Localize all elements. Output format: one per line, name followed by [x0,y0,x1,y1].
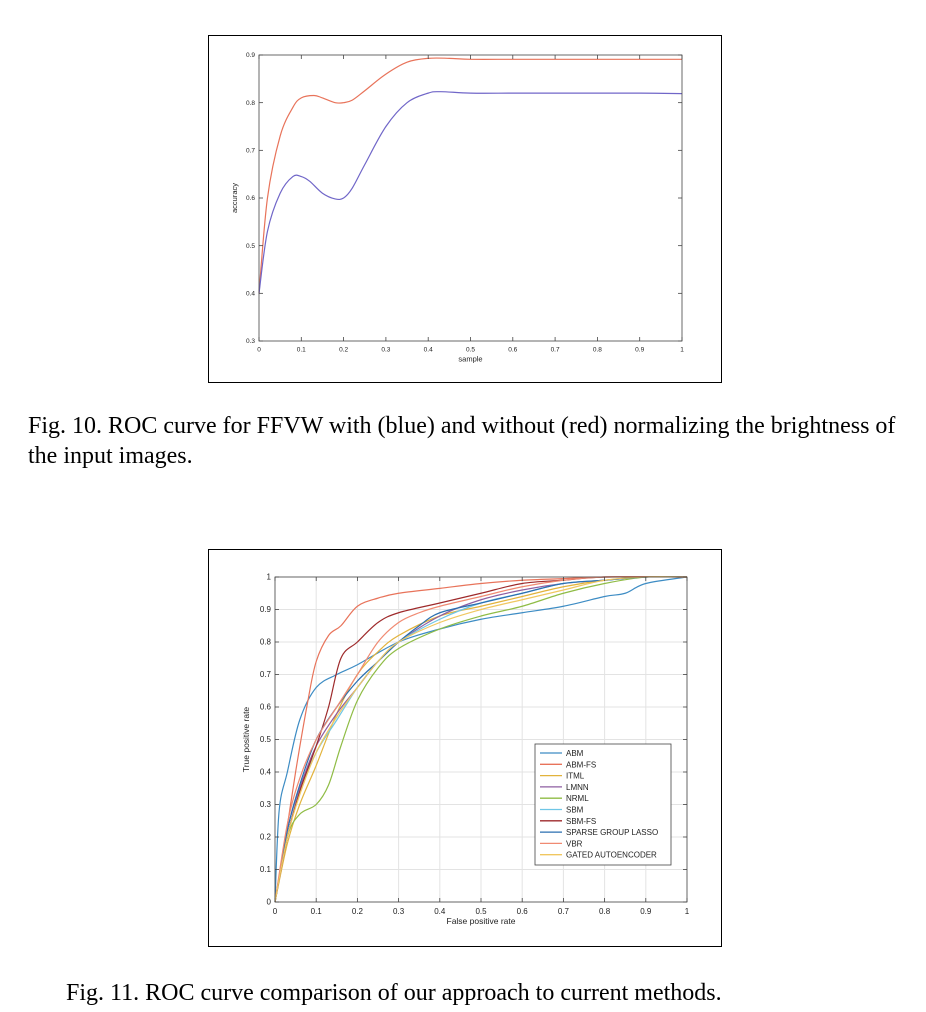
series-line-1 [258,57,682,294]
y-tick-label: 0.4 [246,291,255,298]
x-tick-label: 0.7 [551,347,560,354]
y-tick-label: 0.6 [246,195,255,202]
figure-11-chart: 0 0.1 0.2 0.3 0.4 0.5 0.6 0.7 0.8 0.9 1 0 0.1 0.2 0.3 0… [241,573,690,926]
x-tick-label: 0.4 [434,907,446,916]
series-line-abm-fs [274,576,688,903]
legend-entry: ABM [566,749,584,758]
y-tick-label: 0.3 [260,800,272,809]
y-tick-label: 0.8 [246,100,255,107]
y-tick-label: 0.1 [260,865,272,874]
x-tick-label: 0.9 [640,907,652,916]
x-tick-label: 0.8 [593,347,602,354]
y-tick-label: 0.3 [246,338,255,345]
x-tick-label: 0 [273,907,278,916]
x-axis-label: False positive rate [447,916,516,926]
x-tick-label: 0 [257,347,261,354]
legend-entry: GATED AUTOENCODER [566,851,657,860]
y-tick-label: 0 [267,898,272,907]
legend-entry: ABM-FS [566,760,596,769]
series-line-abm [274,576,688,903]
y-tick-label: 0.6 [260,703,272,712]
y-tick-label: 1 [267,573,272,582]
legend-entry: SPARSE GROUP LASSO [566,828,658,837]
figure-10-chart: 0 0.1 0.2 0.3 0.4 0.5 0.6 0.7 0.8 0.9 1 0.3 0.4 0.5 0.… [230,52,684,364]
x-tick-label: 0.7 [558,907,570,916]
series-line-2 [258,91,683,294]
series-line-nrml [274,575,688,903]
x-tick-label: 0.5 [475,907,487,916]
x-axis-label: sample [458,355,482,364]
legend-entry: NRML [566,794,589,803]
y-tick-label: 0.9 [260,605,272,614]
x-tick-label: 0.3 [393,907,405,916]
x-tick-label: 0.1 [311,907,323,916]
figure-11-frame: 0 0.1 0.2 0.3 0.4 0.5 0.6 0.7 0.8 0.9 1 0 0.1 0.2 0.3 0… [208,549,722,947]
series-line-itml [274,576,688,903]
y-tick-label: 0.7 [260,670,272,679]
legend-entry: SBM-FS [566,817,596,826]
y-tick-label: 0.9 [246,52,255,59]
x-tick-label: 0.5 [466,347,475,354]
y-tick-label: 0.8 [260,638,272,647]
y-tick-label: 0.7 [246,148,255,155]
y-tick-label: 0.5 [260,735,272,744]
x-tick-label: 0.9 [635,347,644,354]
y-tick-label: 0.2 [260,833,272,842]
x-tick-label: 0.2 [339,347,348,354]
x-tick-label: 0.3 [381,347,390,354]
figure-11-caption: Fig. 11. ROC curve comparison of our app… [66,980,722,1006]
x-tick-label: 1 [680,347,684,354]
legend-box [534,743,672,866]
legend-entry: VBR [566,839,583,848]
y-axis-label: accuracy [230,183,239,213]
y-tick-label: 0.5 [246,243,255,250]
legend-entry: SBM [566,806,584,815]
x-tick-label: 0.6 [508,347,517,354]
x-tick-label: 0.2 [352,907,364,916]
x-tick-label: 0.6 [517,907,529,916]
figure-10-caption: Fig. 10. ROC curve for FFVW with (blue) … [28,413,896,469]
legend-entry: LMNN [566,783,589,792]
y-axis-label: True positive rate [241,707,251,773]
series-line-sparse-group-lasso [274,576,688,903]
figure-10-frame: 0 0.1 0.2 0.3 0.4 0.5 0.6 0.7 0.8 0.9 1 0.3 0.4 0.5 0.… [208,35,722,383]
x-tick-label: 0.4 [424,347,433,354]
legend-entry: ITML [566,772,585,781]
x-tick-label: 0.1 [297,347,306,354]
x-tick-label: 0.8 [599,907,611,916]
y-tick-label: 0.4 [260,768,272,777]
x-tick-label: 1 [685,907,690,916]
series-line-vbr [274,576,688,903]
series-line-gated-autoencoder [274,576,688,903]
